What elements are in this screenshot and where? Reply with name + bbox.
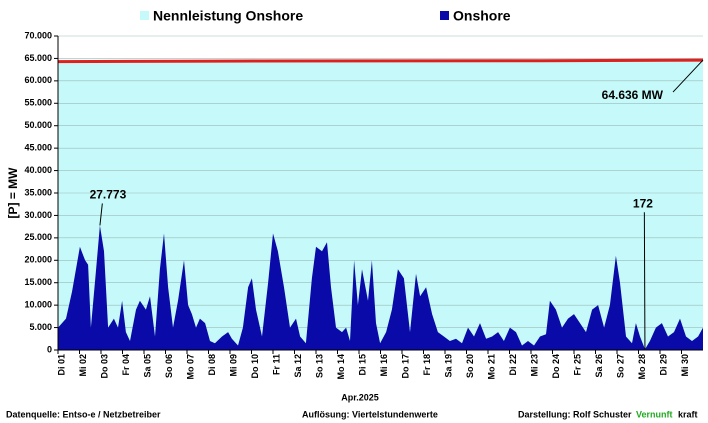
x-tick-label: Di 01	[56, 354, 66, 376]
plot-area	[57, 35, 704, 351]
x-tick-label: Do 24	[551, 354, 561, 379]
capacity-line	[57, 58, 704, 64]
x-tick-label: Do 17	[400, 354, 410, 379]
y-tick-label: 65.000	[24, 53, 52, 63]
y-tick-label: 50.000	[24, 120, 52, 130]
y-tick-label: 60.000	[24, 75, 52, 85]
annotation: 27.773	[90, 188, 127, 202]
x-tick-label: Do 03	[99, 354, 109, 379]
footnote: Datenquelle: Entso-e / Netzbetreiber	[6, 409, 161, 419]
x-tick-label: Sa 26	[594, 354, 604, 378]
footnote: Darstellung: Rolf Schuster	[518, 409, 632, 419]
y-tick-label: 40.000	[24, 165, 52, 175]
x-tick-label: Mi 16	[379, 354, 389, 377]
annotation-leader	[643, 212, 646, 350]
x-tick-label: Fr 25	[572, 354, 582, 376]
y-tick-label: 35.000	[24, 187, 52, 197]
x-tick-label: Mo 21	[486, 354, 496, 380]
x-tick-label: Mi 30	[680, 354, 690, 377]
y-axis-label: [P] = MW	[6, 167, 20, 219]
x-tick-label: Di 22	[508, 354, 518, 376]
footnote: Auflösung: Viertelstundenwerte	[302, 409, 438, 419]
brand: kraft	[678, 409, 698, 419]
x-tick-label: Mi 23	[529, 354, 539, 377]
y-tick-label: 25.000	[24, 232, 52, 242]
y-tick-label: 15.000	[24, 277, 52, 287]
x-tick-label: Mo 07	[185, 354, 195, 380]
x-tick-label: Sa 05	[142, 354, 152, 378]
area	[58, 60, 703, 350]
y-tick-label: 55.000	[24, 98, 52, 108]
y-tick-label: 10.000	[24, 300, 52, 310]
y-tick-label: 5.000	[29, 322, 52, 332]
legend-swatch	[140, 11, 149, 20]
y-tick-label: 30.000	[24, 210, 52, 220]
x-tick-label: Mo 14	[336, 354, 346, 380]
annotation: 172	[633, 196, 653, 210]
x-tick-label: Mo 28	[637, 354, 647, 380]
x-tick-label: Di 15	[357, 354, 367, 376]
annotation-leader	[99, 203, 103, 226]
y-tick-label: 0	[47, 344, 52, 354]
legend-swatch	[440, 11, 449, 20]
y-tick-label: 20.000	[24, 255, 52, 265]
y-tick-label: 70.000	[24, 30, 52, 40]
x-tick-label: Fr 11	[271, 354, 281, 375]
x-tick-label: Di 08	[207, 354, 217, 376]
x-tick-label: Sa 12	[293, 354, 303, 378]
annotation-leader	[672, 59, 704, 93]
x-tick-label: Mi 02	[78, 354, 88, 377]
x-tick-label: So 27	[615, 354, 625, 378]
x-tick-label: Mi 09	[228, 354, 238, 377]
x-tick-label: Fr 04	[121, 354, 131, 376]
x-tick-label: Sa 19	[443, 354, 453, 378]
x-tick-label: Fr 18	[422, 354, 432, 376]
x-tick-label: So 13	[314, 354, 324, 378]
x-tick-label: So 20	[465, 354, 475, 378]
y-tick-label: 45.000	[24, 143, 52, 153]
legend-label: Nennleistung Onshore	[153, 8, 303, 24]
annotation: 64.636 MW	[602, 88, 664, 102]
x-tick-label: Do 10	[250, 354, 260, 379]
brand: Vernunft	[636, 409, 673, 419]
area	[58, 225, 703, 350]
x-tick-label: So 06	[164, 354, 174, 378]
x-tick-label: Di 29	[658, 354, 668, 376]
x-axis-label: Apr.2025	[341, 392, 379, 402]
legend-label: Onshore	[453, 8, 511, 24]
